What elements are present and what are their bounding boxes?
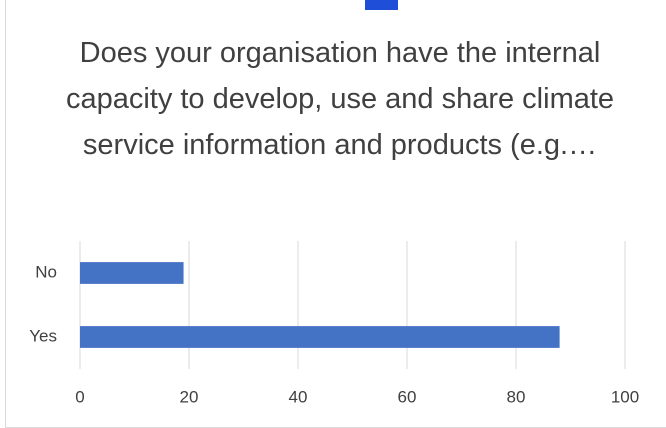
x-tick-label: 100 xyxy=(611,387,639,406)
bar xyxy=(80,262,184,284)
chart-title: Does your organisation have the internal… xyxy=(65,37,615,161)
x-tick-label: 20 xyxy=(180,387,199,406)
x-tick-label: 60 xyxy=(398,387,417,406)
x-tick-label: 0 xyxy=(75,387,84,406)
bar xyxy=(80,326,560,348)
y-tick-label: No xyxy=(35,262,57,281)
x-tick-label: 40 xyxy=(289,387,308,406)
selection-handle xyxy=(365,0,398,10)
y-tick-label: Yes xyxy=(29,326,57,345)
x-tick-label: 80 xyxy=(507,387,526,406)
